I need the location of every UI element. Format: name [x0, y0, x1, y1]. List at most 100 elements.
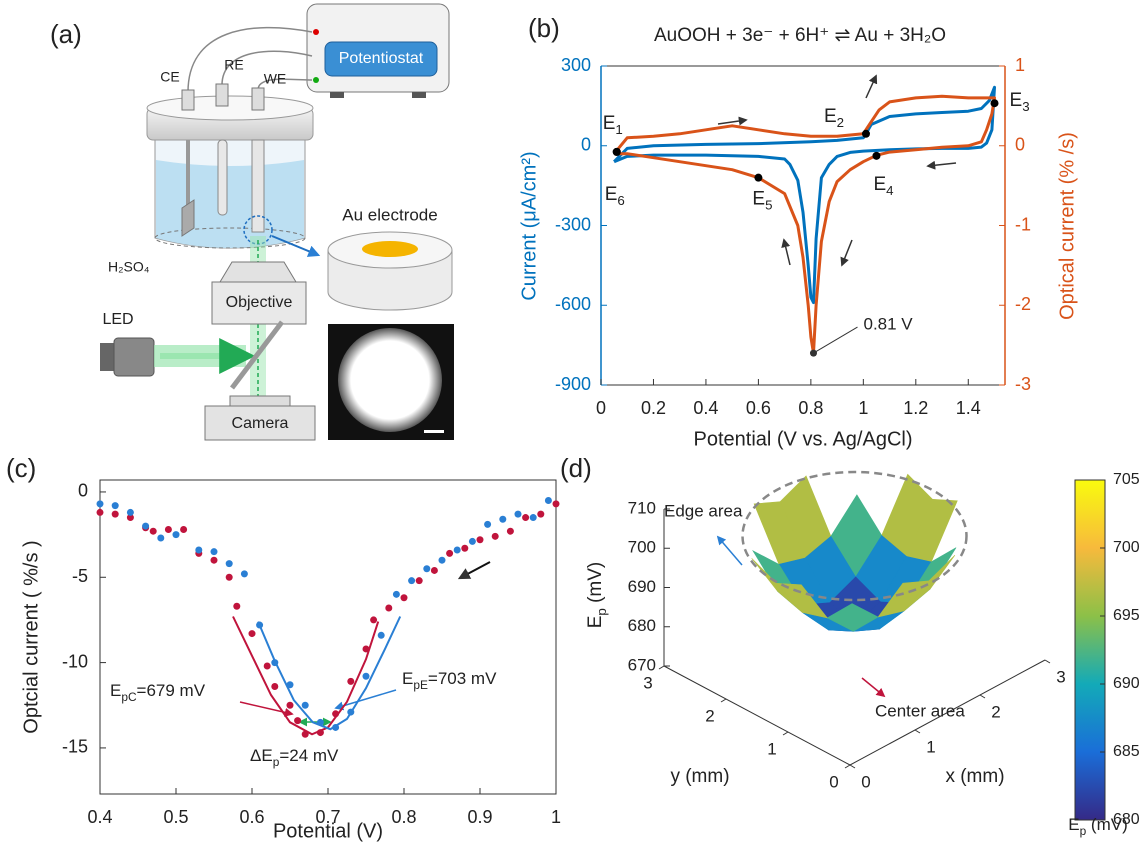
data-point [111, 510, 119, 518]
data-point [256, 621, 264, 629]
data-point [453, 546, 461, 554]
x-tick-label: 0 [861, 772, 870, 791]
x-tick-label: 0 [596, 398, 606, 418]
data-point [210, 556, 218, 564]
x-axis-label: Potential (V) [273, 820, 383, 842]
gold-disk [362, 241, 418, 257]
ce-wire [186, 140, 190, 210]
re-tube [217, 139, 228, 216]
y-tick [658, 665, 665, 670]
x-axis [849, 659, 1046, 766]
data-point [385, 604, 393, 612]
foot [412, 92, 426, 98]
potentiostat-label: Potentiostat [339, 50, 424, 67]
data-point [438, 556, 446, 564]
scale-bar [424, 430, 444, 433]
text-part: =24 mV [279, 746, 339, 765]
colorbar-label: Ep (mV) [1068, 815, 1128, 838]
data-point [142, 522, 150, 530]
arrow [457, 561, 491, 580]
text-part: E [402, 669, 413, 688]
y-tick-label: -10 [62, 651, 88, 671]
fit-line [257, 616, 402, 731]
arrow [926, 160, 957, 170]
fit-line [232, 616, 380, 736]
x-tick-label: 0.2 [641, 398, 666, 418]
data-point [529, 514, 537, 522]
y-tick-label: 2 [705, 706, 714, 725]
y-tick [720, 698, 727, 703]
text-part: pE [413, 678, 428, 692]
z-tick-label: 680 [628, 616, 656, 635]
text-part: E [1010, 90, 1023, 111]
y-tick-label: -5 [72, 566, 88, 586]
data-point [332, 710, 340, 718]
surface-patch [877, 580, 930, 618]
y-tick-label: 0 [829, 772, 838, 791]
event-point [872, 151, 881, 160]
data-point [499, 515, 507, 523]
text-part: =703 mV [428, 669, 497, 688]
panel-label: (c) [6, 453, 36, 483]
y-tick-label: -900 [555, 374, 591, 394]
x-tick-label: 1.2 [903, 398, 928, 418]
data-point [362, 645, 370, 653]
camera-top [229, 395, 291, 407]
y-tick-label: 0 [78, 481, 88, 501]
text-part: 3 [1022, 99, 1029, 114]
setup-diagram: (a) Potentiostat CE RE WE H₂SO₄ Au elect… [50, 3, 454, 441]
arrow [861, 677, 886, 698]
event-point [612, 147, 621, 156]
event-point [861, 129, 870, 138]
data-point [111, 502, 119, 510]
text-part: p [273, 755, 280, 769]
terminal [313, 77, 319, 83]
y-axis [663, 665, 851, 766]
data-point [180, 525, 188, 533]
text-part: 1 [615, 121, 622, 136]
panel-label: (d) [560, 453, 592, 483]
arrow [781, 238, 791, 266]
y2-axis-label: Optical current (% /s) [1056, 132, 1078, 320]
data-point [248, 630, 256, 638]
annotation: Edge area [664, 501, 743, 520]
electrolyte-label: H₂SO₄ [108, 259, 150, 275]
mirror [230, 320, 284, 390]
wire [257, 78, 313, 91]
data-point [301, 730, 309, 738]
x-tick-label: 0.5 [163, 807, 188, 827]
data-point [332, 723, 340, 731]
data-point [233, 602, 241, 610]
arrow [840, 239, 853, 267]
text-part: E [824, 106, 837, 127]
event-point [754, 173, 763, 182]
data-point [514, 510, 522, 518]
text-part: 2 [837, 114, 844, 129]
x-tick-label: 0.6 [746, 398, 771, 418]
y-axis-label: y (mm) [670, 766, 729, 787]
y-tick-label: 3 [643, 673, 652, 692]
x-tick [979, 694, 986, 699]
led-label: LED [102, 311, 133, 328]
text-part: E [873, 174, 886, 195]
foot [330, 92, 344, 98]
data-point [544, 496, 552, 504]
cell-lid-top [146, 95, 314, 121]
camera-label: Camera [232, 415, 289, 432]
x-tick [849, 764, 856, 769]
text-part: pC [121, 690, 137, 704]
data-point [506, 527, 514, 535]
text-part: p [594, 608, 609, 615]
x-tick-label: 3 [1056, 667, 1065, 686]
data-point [225, 560, 233, 568]
objective-top [219, 261, 297, 283]
z-axis-label: Ep (mV) [585, 562, 609, 629]
x-tick [914, 729, 921, 734]
x-tick-label: 0.9 [467, 807, 492, 827]
beaker-bottom [154, 227, 306, 249]
data-point [461, 544, 469, 552]
event-label: E5 [752, 189, 772, 213]
y2-tick-label: -1 [1015, 214, 1031, 234]
x-tick-label: 1 [858, 398, 868, 418]
data-point [537, 510, 545, 518]
